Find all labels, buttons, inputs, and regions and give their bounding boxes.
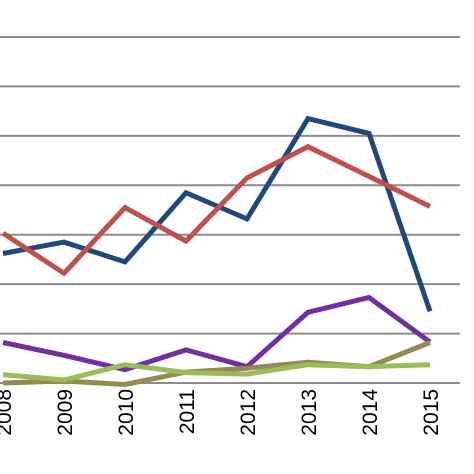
x-tick-label: 2009	[54, 389, 77, 436]
x-tick-label: 2008	[0, 389, 16, 436]
x-tick-labels: 2008 2009 2010 2011 2012 2013 2014 2015	[0, 389, 443, 436]
x-tick-label: 2015	[420, 389, 443, 436]
x-tick-label: 2011	[176, 389, 199, 434]
gridlines	[0, 36, 460, 335]
series-line-1	[2, 115, 433, 313]
x-tick-label: 2014	[359, 389, 382, 436]
series-line-2	[1, 143, 432, 277]
series-lines	[1, 115, 433, 388]
series-line-3	[2, 294, 432, 373]
series-line-5	[2, 362, 431, 383]
x-tick-label: 2010	[115, 389, 138, 436]
x-tick-label: 2012	[237, 389, 260, 436]
x-tick-label: 2013	[298, 389, 321, 436]
